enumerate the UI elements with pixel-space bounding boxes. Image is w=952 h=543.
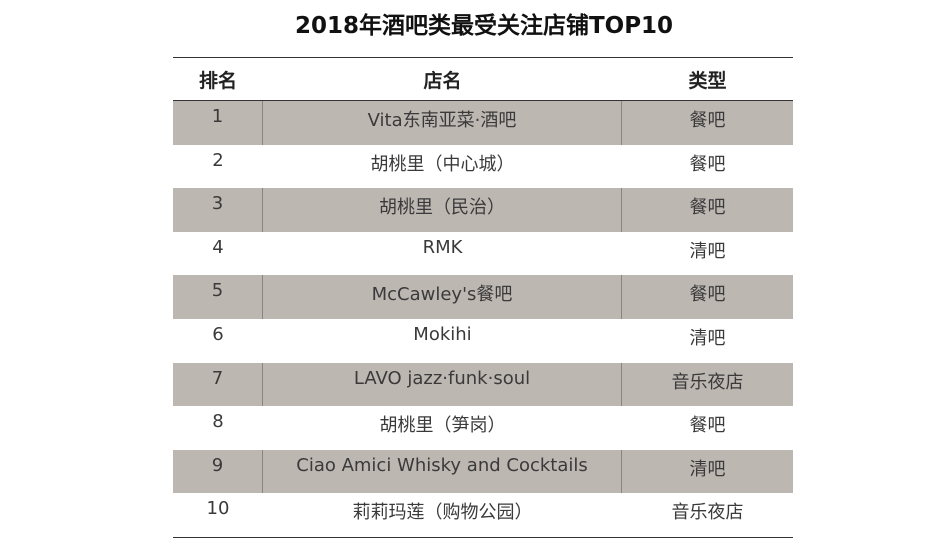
table-row: 6 Mokihi 清吧 [173,319,793,363]
table-row: 5 McCawley's餐吧 餐吧 [173,275,793,319]
name-cell: RMK [422,236,463,258]
table-row: 1 Vita东南亚菜·酒吧 餐吧 [173,101,793,145]
table-row: 7 LAVO jazz·funk·soul 音乐夜店 [173,362,793,407]
table-row: 3 胡桃里（民治） 餐吧 [173,188,793,232]
name-cell: McCawley's餐吧 [263,275,622,319]
name-cell: Vita东南亚菜·酒吧 [263,101,622,145]
header-rank: 排名 [198,69,237,92]
table-header-row: 排名 店名 类型 [173,58,793,101]
rank-cell: 4 [212,236,224,258]
type-cell: 清吧 [689,240,726,262]
page-title: 2018年酒吧类最受关注店铺TOP10 [294,13,674,39]
name-cell: 胡桃里（笋岗） [379,415,506,437]
rank-cell: 10 [206,498,230,520]
rank-cell: 3 [173,188,263,232]
type-cell: 餐吧 [689,197,726,219]
rank-cell: 9 [173,449,263,494]
type-cell: 音乐夜店 [671,502,744,524]
name-cell: Ciao Amici Whisky and Cocktails [263,449,622,494]
rank-cell: 7 [173,362,263,407]
name-cell: Mokihi [413,323,472,345]
rank-cell: 5 [173,275,263,319]
rank-cell: 8 [212,411,224,433]
table-row: 10 莉莉玛莲（购物公园） 音乐夜店 [173,493,793,537]
type-cell: 餐吧 [689,110,726,131]
ranking-table: 排名 店名 类型 1 Vita东南亚菜·酒吧 餐吧 2 胡桃里（中心城） 餐吧 … [173,57,793,538]
name-cell: LAVO jazz·funk·soul [263,362,622,407]
type-cell: 餐吧 [689,153,726,175]
type-cell: 音乐夜店 [671,371,744,393]
table-row: 2 胡桃里（中心城） 餐吧 [173,145,793,189]
table-row: 4 RMK 清吧 [173,232,793,276]
rank-cell: 1 [173,101,263,145]
rank-cell: 6 [212,323,224,345]
header-name: 店名 [423,69,462,92]
name-cell: 胡桃里（民治） [263,188,622,232]
type-cell: 餐吧 [689,415,726,437]
type-cell: 餐吧 [689,284,726,306]
type-cell: 清吧 [689,458,726,480]
rank-cell: 2 [212,149,224,171]
table-row: 9 Ciao Amici Whisky and Cocktails 清吧 [173,449,793,494]
table-row: 8 胡桃里（笋岗） 餐吧 [173,406,793,450]
name-cell: 莉莉玛莲（购物公园） [352,502,533,524]
type-cell: 清吧 [689,327,726,349]
name-cell: 胡桃里（中心城） [370,153,515,175]
header-type: 类型 [688,69,727,92]
